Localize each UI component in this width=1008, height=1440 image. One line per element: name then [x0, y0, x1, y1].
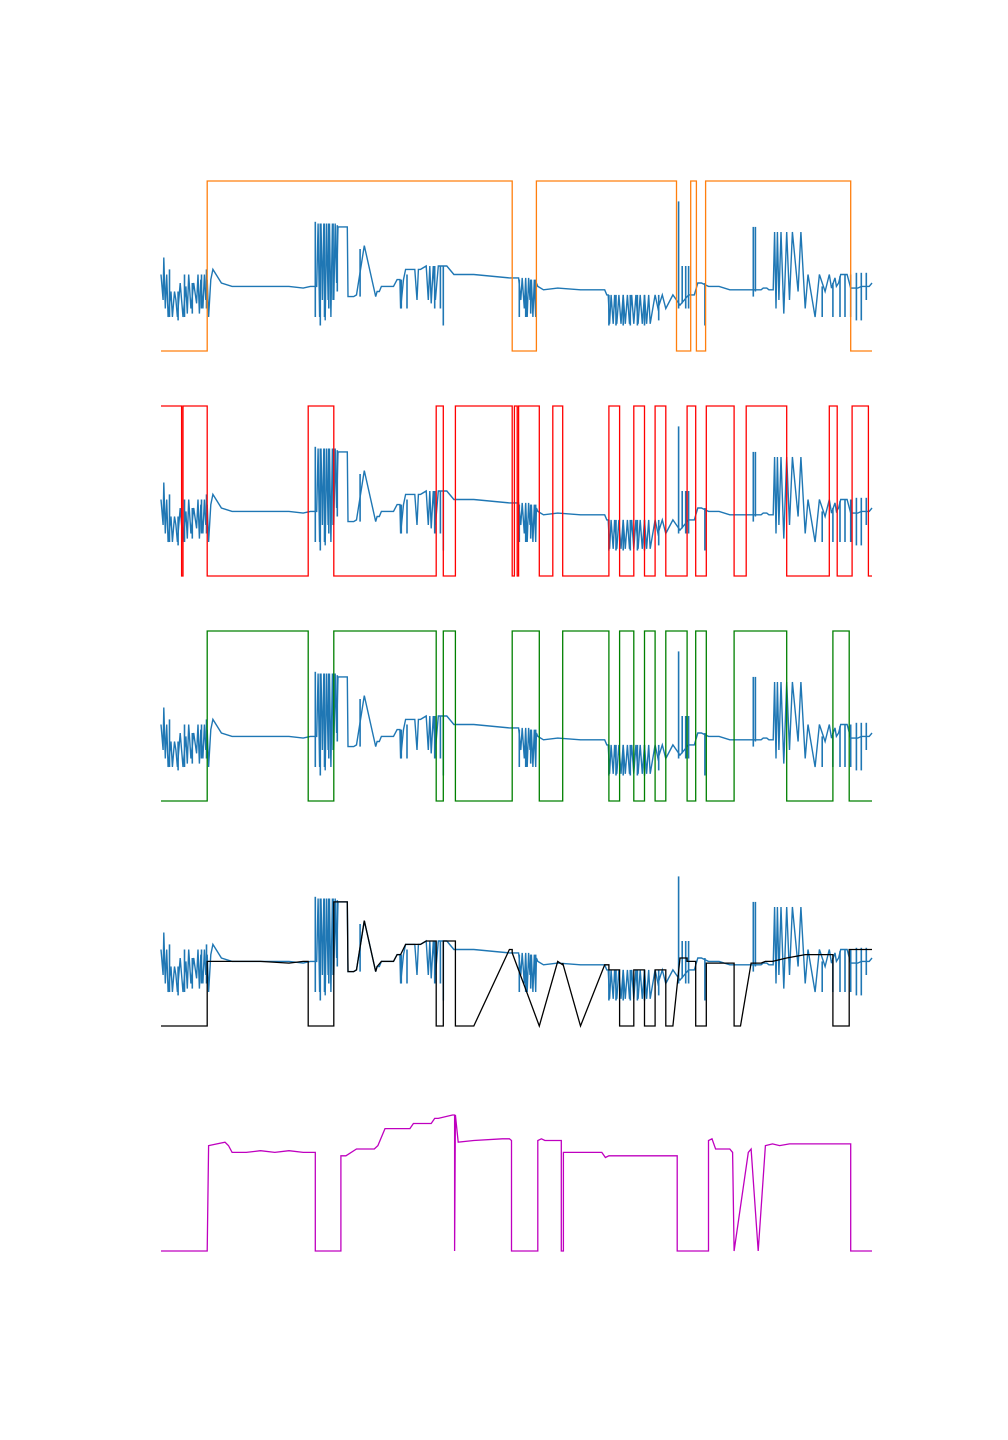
panel-3	[160, 630, 873, 802]
panel-1	[160, 180, 873, 352]
panel-2-mask-line	[161, 405, 872, 577]
panel-2	[160, 405, 873, 577]
panel-2-signal-line	[160, 448, 873, 549]
panel-4	[160, 876, 873, 1029]
panel-3-signal-line	[160, 673, 873, 774]
panel-5-envelope-line	[161, 1114, 872, 1252]
panel-1-mask-line	[161, 180, 872, 352]
panel-1-signal-line	[160, 223, 873, 324]
panel-4-filtered-line	[161, 901, 872, 1029]
panel-3-mask-line	[161, 630, 872, 802]
panel-5	[161, 1114, 872, 1252]
panel-4-signal-line	[160, 898, 873, 999]
